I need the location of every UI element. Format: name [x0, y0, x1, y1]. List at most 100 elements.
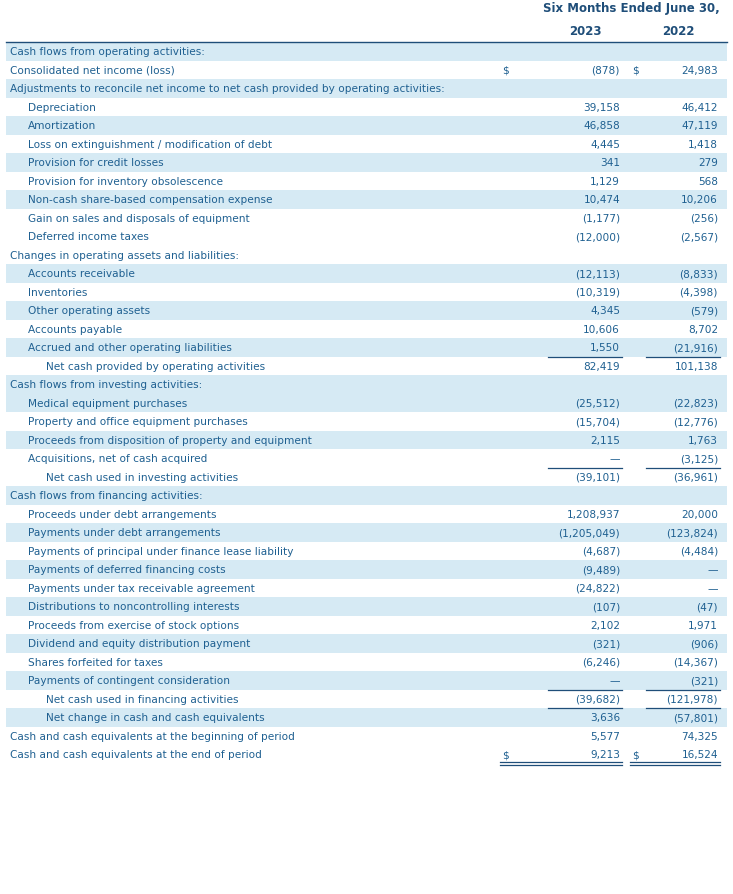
Text: Payments of deferred financing costs: Payments of deferred financing costs: [28, 565, 226, 575]
Text: 2022: 2022: [662, 25, 694, 38]
Text: Provision for inventory obsolescence: Provision for inventory obsolescence: [28, 176, 223, 187]
Text: —: —: [707, 565, 718, 575]
Text: 16,524: 16,524: [682, 749, 718, 759]
Text: Other operating assets: Other operating assets: [28, 306, 150, 316]
Text: (39,101): (39,101): [575, 472, 620, 482]
Text: (12,776): (12,776): [673, 417, 718, 426]
Text: (14,367): (14,367): [673, 657, 718, 667]
Text: Property and office equipment purchases: Property and office equipment purchases: [28, 417, 248, 426]
Text: Proceeds from disposition of property and equipment: Proceeds from disposition of property an…: [28, 435, 312, 445]
Text: (12,113): (12,113): [575, 269, 620, 279]
Bar: [6, 671, 727, 690]
Text: Net change in cash and cash equivalents: Net change in cash and cash equivalents: [46, 713, 265, 722]
Bar: [6, 394, 727, 412]
Text: Consolidated net income (loss): Consolidated net income (loss): [10, 65, 174, 76]
Text: 4,345: 4,345: [590, 306, 620, 316]
Bar: [6, 375, 727, 394]
Text: 101,138: 101,138: [674, 361, 718, 371]
Bar: [6, 727, 727, 746]
Text: Cash and cash equivalents at the end of period: Cash and cash equivalents at the end of …: [10, 749, 262, 759]
Bar: [6, 265, 727, 283]
Text: 47,119: 47,119: [682, 121, 718, 131]
Text: 82,419: 82,419: [583, 361, 620, 371]
Text: Medical equipment purchases: Medical equipment purchases: [28, 399, 187, 409]
Text: (4,398): (4,398): [679, 288, 718, 298]
Text: Cash flows from operating activities:: Cash flows from operating activities:: [10, 47, 205, 57]
Text: 46,412: 46,412: [682, 103, 718, 113]
Text: (4,484): (4,484): [679, 546, 718, 556]
Text: Payments of contingent consideration: Payments of contingent consideration: [28, 676, 230, 686]
Text: $: $: [502, 65, 509, 76]
Text: (1,205,049): (1,205,049): [559, 527, 620, 537]
Bar: [6, 209, 727, 228]
Bar: [6, 173, 727, 190]
Bar: [6, 431, 727, 450]
Text: Inventories: Inventories: [28, 288, 87, 298]
Bar: [6, 486, 727, 505]
Text: (321): (321): [690, 676, 718, 686]
Text: 2,102: 2,102: [590, 620, 620, 630]
Text: —: —: [707, 583, 718, 593]
Bar: [6, 468, 727, 486]
Text: 2023: 2023: [569, 25, 601, 38]
Text: 279: 279: [698, 158, 718, 168]
Text: (57,801): (57,801): [673, 713, 718, 722]
Text: 46,858: 46,858: [583, 121, 620, 131]
Text: (1,177): (1,177): [582, 214, 620, 224]
Text: 10,606: 10,606: [583, 325, 620, 334]
Bar: [6, 616, 727, 634]
Text: 9,213: 9,213: [590, 749, 620, 759]
Bar: [6, 634, 727, 653]
Bar: [6, 98, 727, 117]
Text: 1,208,937: 1,208,937: [567, 510, 620, 519]
Bar: [6, 62, 727, 80]
Text: 3,636: 3,636: [590, 713, 620, 722]
Text: Payments of principal under finance lease liability: Payments of principal under finance leas…: [28, 546, 293, 556]
Bar: [6, 246, 727, 265]
Text: (8,833): (8,833): [679, 269, 718, 279]
Bar: [6, 708, 727, 727]
Text: Depreciation: Depreciation: [28, 103, 96, 113]
Text: 10,206: 10,206: [681, 195, 718, 205]
Text: $: $: [632, 749, 638, 759]
Text: (906): (906): [690, 638, 718, 648]
Text: Dividend and equity distribution payment: Dividend and equity distribution payment: [28, 638, 251, 648]
Bar: [6, 80, 727, 98]
Text: Adjustments to reconcile net income to net cash provided by operating activities: Adjustments to reconcile net income to n…: [10, 84, 445, 94]
Text: (4,687): (4,687): [582, 546, 620, 556]
Bar: [6, 505, 727, 523]
Text: 1,971: 1,971: [688, 620, 718, 630]
Text: 568: 568: [698, 176, 718, 187]
Text: (121,978): (121,978): [666, 694, 718, 704]
Bar: [6, 320, 727, 339]
Bar: [6, 135, 727, 154]
Bar: [6, 339, 727, 357]
Bar: [6, 190, 727, 209]
Text: Acquisitions, net of cash acquired: Acquisitions, net of cash acquired: [28, 454, 207, 464]
Text: Deferred income taxes: Deferred income taxes: [28, 232, 149, 242]
Text: 1,418: 1,418: [688, 139, 718, 149]
Text: Gain on sales and disposals of equipment: Gain on sales and disposals of equipment: [28, 214, 250, 224]
Text: 39,158: 39,158: [583, 103, 620, 113]
Text: $: $: [502, 749, 509, 759]
Text: (25,512): (25,512): [575, 399, 620, 409]
Bar: [6, 357, 727, 375]
Text: 2,115: 2,115: [590, 435, 620, 445]
Bar: [6, 690, 727, 708]
Text: Payments under debt arrangements: Payments under debt arrangements: [28, 527, 221, 537]
Text: (107): (107): [592, 602, 620, 611]
Text: 5,577: 5,577: [590, 731, 620, 741]
Text: Changes in operating assets and liabilities:: Changes in operating assets and liabilit…: [10, 250, 239, 260]
Text: Non-cash share-based compensation expense: Non-cash share-based compensation expens…: [28, 195, 273, 205]
Text: Accrued and other operating liabilities: Accrued and other operating liabilities: [28, 343, 232, 353]
Bar: [6, 578, 727, 597]
Text: Payments under tax receivable agreement: Payments under tax receivable agreement: [28, 583, 255, 593]
Text: (2,567): (2,567): [680, 232, 718, 242]
Bar: [6, 653, 727, 671]
Text: 1,129: 1,129: [590, 176, 620, 187]
Text: Cash flows from financing activities:: Cash flows from financing activities:: [10, 491, 202, 501]
Bar: [6, 597, 727, 616]
Text: 10,474: 10,474: [583, 195, 620, 205]
Text: (321): (321): [592, 638, 620, 648]
Text: Proceeds under debt arrangements: Proceeds under debt arrangements: [28, 510, 216, 519]
